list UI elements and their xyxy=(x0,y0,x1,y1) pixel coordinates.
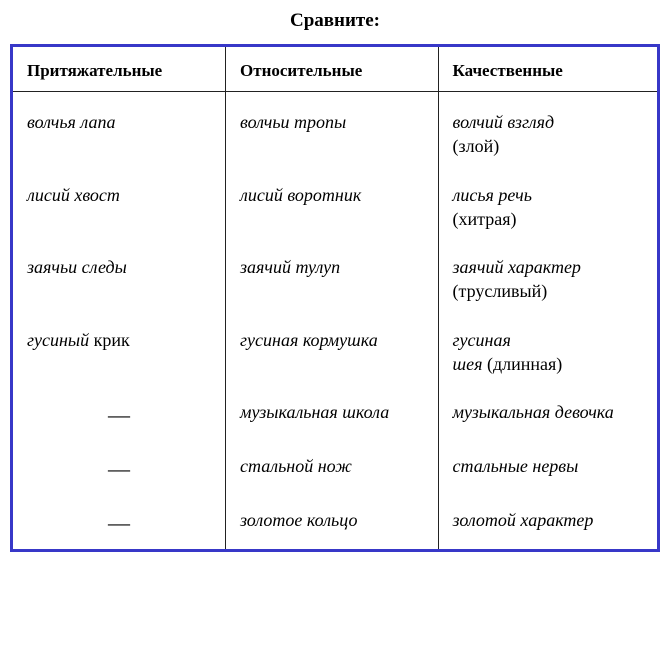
column-header-relative: Относительные xyxy=(226,47,439,92)
cell-possessive-empty: — xyxy=(13,496,226,550)
cell-note: (длинная) xyxy=(487,354,562,374)
cell-qualitative: музыкальная девочка xyxy=(438,388,657,442)
cell-possessive-empty: — xyxy=(13,388,226,442)
cell-relative: лисий воротник xyxy=(226,171,439,244)
cell-possessive: заячьи следы xyxy=(13,243,226,316)
cell-possessive: волчья лапа xyxy=(13,92,226,171)
cell-relative: стальной нож xyxy=(226,442,439,496)
cell-note: (трусливый) xyxy=(453,281,548,301)
page-title: Сравните: xyxy=(10,10,660,32)
cell-line2: шея xyxy=(453,354,487,374)
cell-phrase: лисья речь xyxy=(453,185,532,205)
table-row: — стальной нож стальные нервы xyxy=(13,442,657,496)
comparison-table-wrap: Притяжательные Относительные Качественны… xyxy=(10,44,660,552)
comparison-table: Притяжательные Относительные Качественны… xyxy=(13,47,657,549)
table-row: заячьи следы заячий тулуп заячий характе… xyxy=(13,243,657,316)
cell-relative: волчьи тропы xyxy=(226,92,439,171)
cell-phrase: заячий характер xyxy=(453,257,581,277)
cell-possessive: гусиный крик xyxy=(13,316,226,389)
cell-text-upright: крик xyxy=(94,330,130,350)
table-row: — золотое кольцо золотой характер xyxy=(13,496,657,550)
cell-qualitative: гусиная шея (длинная) xyxy=(438,316,657,389)
cell-text: гусиный xyxy=(27,330,94,350)
cell-phrase: волчий взгляд xyxy=(453,112,555,132)
cell-qualitative: золотой характер xyxy=(438,496,657,550)
cell-qualitative: лисья речь (хитрая) xyxy=(438,171,657,244)
table-row: — музыкальная школа музыкальная девочка xyxy=(13,388,657,442)
cell-qualitative: волчий взгляд (злой) xyxy=(438,92,657,171)
table-row: волчья лапа волчьи тропы волчий взгляд (… xyxy=(13,92,657,171)
cell-qualitative: стальные нервы xyxy=(438,442,657,496)
cell-note: (хитрая) xyxy=(453,209,517,229)
cell-note: (злой) xyxy=(453,136,500,156)
table-row: гусиный крик гусиная кормушка гусиная ше… xyxy=(13,316,657,389)
cell-possessive: лисий хвост xyxy=(13,171,226,244)
cell-relative: музыкальная школа xyxy=(226,388,439,442)
cell-qualitative: заячий характер (трусливый) xyxy=(438,243,657,316)
cell-possessive-empty: — xyxy=(13,442,226,496)
column-header-possessive: Притяжательные xyxy=(13,47,226,92)
cell-relative: золотое кольцо xyxy=(226,496,439,550)
cell-relative: гусиная кормушка xyxy=(226,316,439,389)
cell-line1: гусиная xyxy=(453,330,511,350)
table-row: лисий хвост лисий воротник лисья речь (х… xyxy=(13,171,657,244)
column-header-qualitative: Качественные xyxy=(438,47,657,92)
table-header-row: Притяжательные Относительные Качественны… xyxy=(13,47,657,92)
cell-relative: заячий тулуп xyxy=(226,243,439,316)
